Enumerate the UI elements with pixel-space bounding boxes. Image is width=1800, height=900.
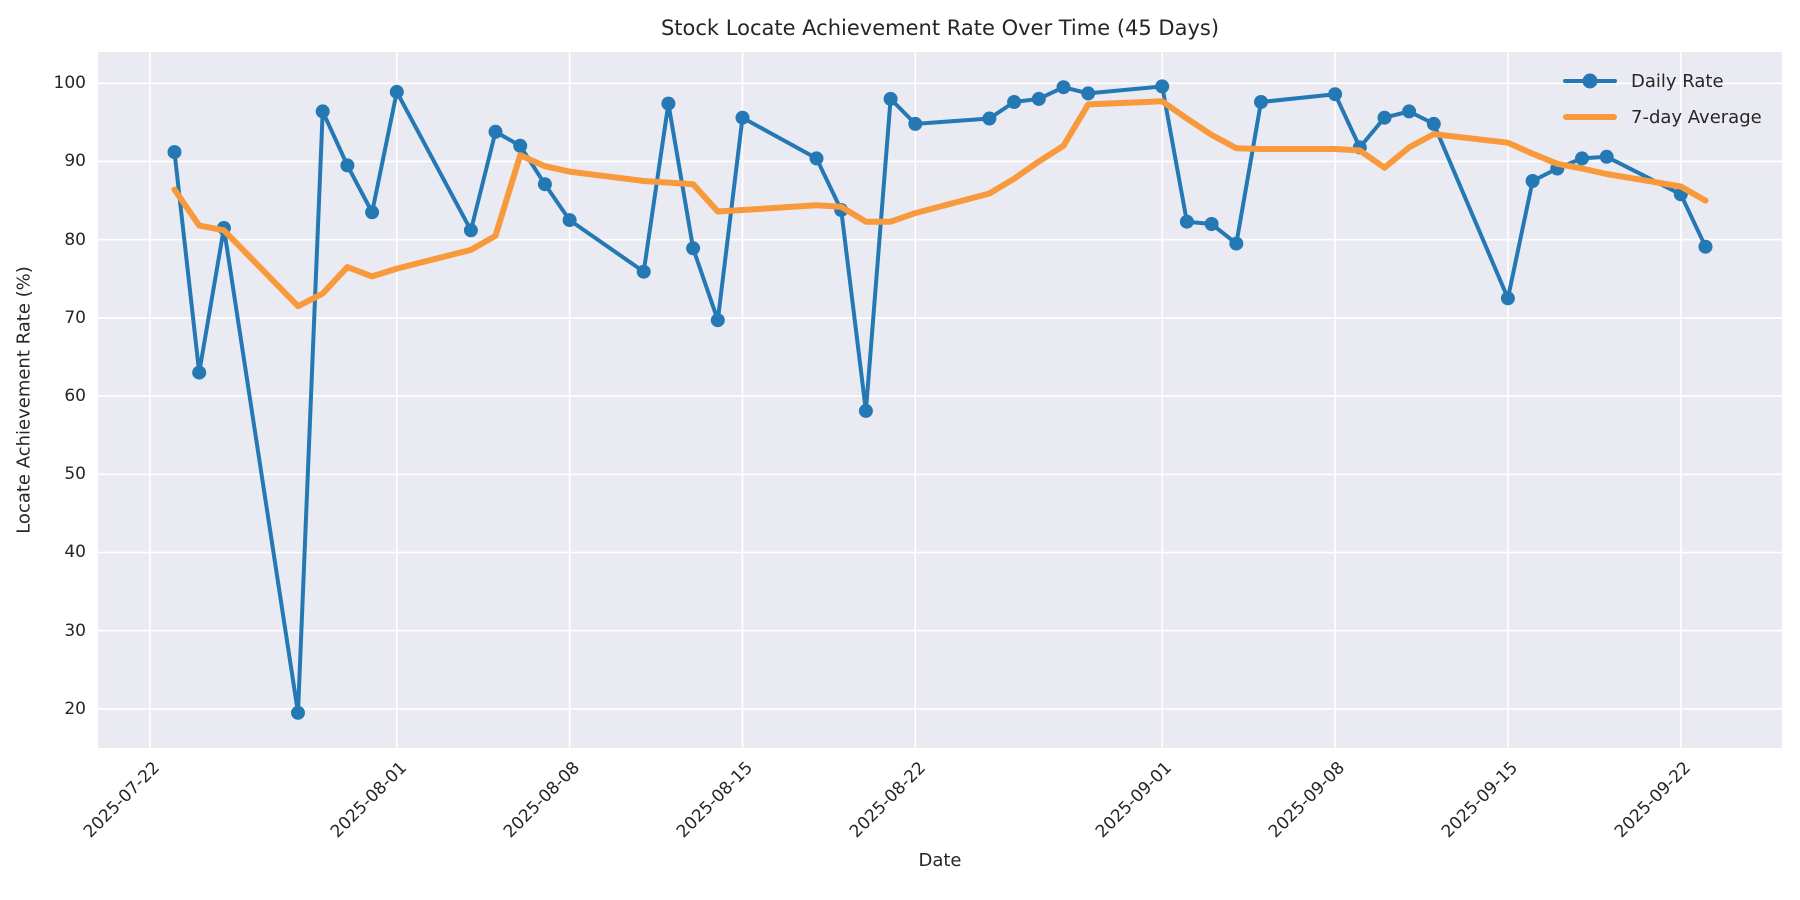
data-point-marker [389,84,404,99]
x-axis-label: Date [918,850,962,871]
daily-rate-line-swatch [1563,66,1617,96]
y-tick-label: 30 [64,620,86,641]
data-point-marker [908,116,923,131]
data-point-marker [167,145,182,160]
legend-label-daily-rate: Daily Rate [1631,70,1724,92]
data-point-marker [513,138,528,153]
data-point-marker [463,223,478,238]
data-point-marker [686,241,701,256]
legend-item-daily-rate: Daily Rate [1563,66,1762,96]
data-point-marker [1328,87,1343,102]
seven-day-average-line [171,98,1709,310]
data-point-marker [710,313,725,328]
legend-item-7day-average: 7-day Average [1563,102,1762,132]
data-point-marker [1525,174,1540,188]
data-point-marker [488,124,503,139]
data-point-marker [1575,151,1589,166]
legend-label-7day-average: 7-day Average [1631,106,1762,128]
data-point-marker [1031,91,1046,106]
data-point-marker [1377,110,1392,125]
plot-background [98,52,1782,748]
y-tick-label: 20 [64,698,86,719]
data-point-marker [735,110,750,125]
y-tick-label: 80 [64,229,86,250]
data-point-marker [1229,236,1244,251]
data-point-marker [1007,95,1022,109]
y-tick-label: 100 [53,73,86,94]
data-point-marker [1179,214,1194,229]
data-point-marker [1056,80,1071,95]
data-point-marker [1204,217,1219,231]
data-point-marker [562,213,577,228]
data-point-marker [1599,149,1614,164]
data-point-marker [1402,104,1417,119]
data-point-marker [291,705,305,720]
data-point-marker [661,96,676,111]
y-tick-label: 90 [64,151,86,172]
chart-title: Stock Locate Achievement Rate Over Time … [660,16,1220,40]
data-point-marker [1081,86,1096,101]
legend: Daily Rate 7-day Average [1563,66,1762,132]
data-point-marker [883,91,898,106]
data-point-marker [537,177,552,192]
data-point-marker [982,111,997,126]
y-tick-label: 40 [64,542,86,563]
data-point-marker [636,264,651,279]
data-point-marker [1254,95,1268,109]
data-point-marker [365,205,380,220]
data-point-marker [809,151,824,166]
data-point-marker [340,158,355,173]
y-tick-label: 50 [64,464,86,485]
data-point-marker [1500,291,1515,306]
data-point-marker [315,104,330,119]
data-point-marker [1426,116,1441,131]
circle-marker-icon [1582,73,1598,89]
data-point-marker [1155,79,1170,94]
y-tick-label: 60 [64,386,86,407]
y-tick-label: 70 [64,307,86,328]
data-point-marker [858,403,873,418]
average-line-swatch [1563,102,1617,132]
data-point-marker [1698,239,1713,254]
data-point-marker [192,365,207,380]
